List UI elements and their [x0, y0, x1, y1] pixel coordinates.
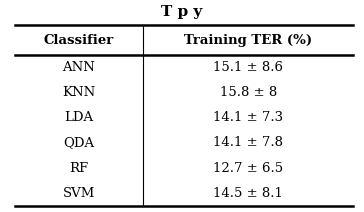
Text: 14.5 ± 8.1: 14.5 ± 8.1 — [213, 187, 283, 200]
Text: 15.1 ± 8.6: 15.1 ± 8.6 — [213, 61, 283, 74]
Text: 12.7 ± 6.5: 12.7 ± 6.5 — [213, 162, 283, 174]
Text: Classifier: Classifier — [44, 34, 114, 47]
Text: 15.8 ± 8: 15.8 ± 8 — [219, 86, 277, 99]
Text: QDA: QDA — [63, 137, 94, 149]
Text: SVM: SVM — [63, 187, 95, 200]
Text: KNN: KNN — [62, 86, 95, 99]
Text: LDA: LDA — [64, 111, 94, 124]
Text: 14.1 ± 7.8: 14.1 ± 7.8 — [213, 137, 283, 149]
Text: T p y: T p y — [161, 5, 203, 19]
Text: 14.1 ± 7.3: 14.1 ± 7.3 — [213, 111, 283, 124]
Text: Training TER (%): Training TER (%) — [184, 34, 312, 47]
Text: ANN: ANN — [63, 61, 95, 74]
Text: RF: RF — [69, 162, 88, 174]
